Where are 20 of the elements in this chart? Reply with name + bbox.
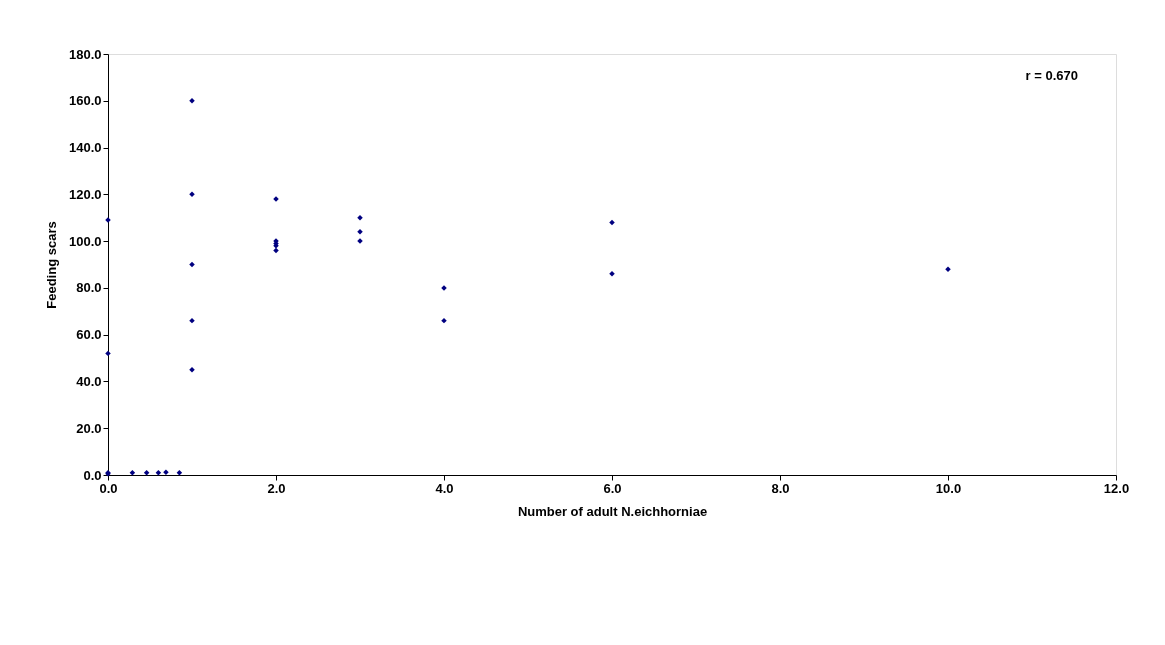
x-axis-title: Number of adult N.eichhorniae <box>517 503 708 519</box>
y-tick-label: 0.0 <box>83 467 102 483</box>
x-tick-label: 2.0 <box>267 480 286 496</box>
x-tick-label: 6.0 <box>603 480 622 496</box>
x-tick-label: 12.0 <box>1103 480 1130 496</box>
y-tick-label: 100.0 <box>68 233 102 249</box>
x-tick-label: 0.0 <box>99 480 118 496</box>
x-tick-label: 8.0 <box>771 480 790 496</box>
y-tick-label: 120.0 <box>68 186 102 202</box>
y-tick-label: 160.0 <box>68 93 102 109</box>
y-tick-label: 80.0 <box>76 280 102 296</box>
y-tick-label: 20.0 <box>76 420 102 436</box>
y-tick-label: 60.0 <box>76 327 102 343</box>
y-tick-label: 40.0 <box>76 373 102 389</box>
y-tick-label: 180.0 <box>68 46 102 62</box>
x-tick-label: 10.0 <box>935 480 962 496</box>
y-tick-label: 140.0 <box>68 140 102 156</box>
x-tick-label: 4.0 <box>435 480 454 496</box>
y-axis-title: Feeding scars <box>43 221 59 309</box>
annotation: r = 0.670 <box>1025 68 1078 83</box>
